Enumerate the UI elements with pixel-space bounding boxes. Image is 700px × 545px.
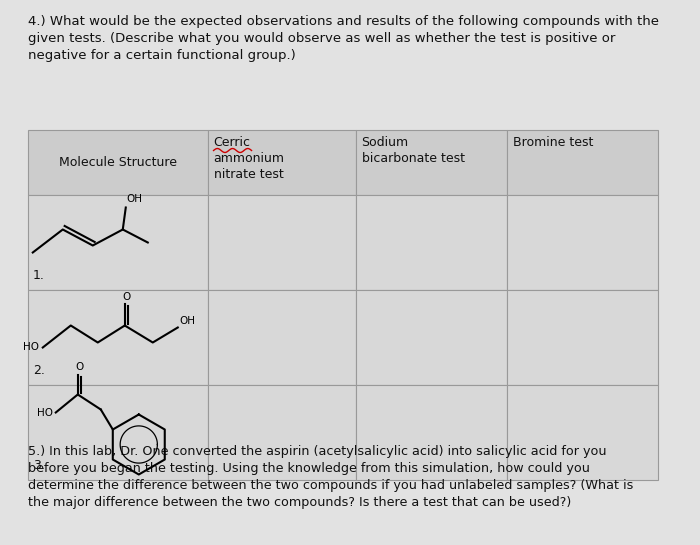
Text: HO: HO xyxy=(23,342,38,353)
Text: 2.: 2. xyxy=(33,364,45,377)
Bar xyxy=(207,385,356,480)
Bar xyxy=(207,290,356,385)
Bar xyxy=(356,385,507,480)
Text: O: O xyxy=(122,292,131,301)
Text: 4.) What would be the expected observations and results of the following compoun: 4.) What would be the expected observati… xyxy=(28,15,659,62)
Bar xyxy=(507,195,658,290)
Bar xyxy=(356,130,507,195)
Bar xyxy=(207,195,356,290)
Text: nitrate test: nitrate test xyxy=(214,168,284,181)
Text: OH: OH xyxy=(127,193,143,203)
Text: Bromine test: Bromine test xyxy=(513,136,593,149)
Bar xyxy=(28,195,207,290)
Text: 3.: 3. xyxy=(33,459,45,472)
Bar xyxy=(28,290,207,385)
Bar xyxy=(356,290,507,385)
Text: O: O xyxy=(76,362,84,372)
Text: Cerric: Cerric xyxy=(214,136,251,149)
Text: Sodium: Sodium xyxy=(362,136,409,149)
Bar xyxy=(356,195,507,290)
Bar xyxy=(507,130,658,195)
Text: bicarbonate test: bicarbonate test xyxy=(362,152,465,165)
Text: HO: HO xyxy=(37,408,52,417)
Text: OH: OH xyxy=(180,316,196,325)
Bar xyxy=(507,290,658,385)
Text: ammonium: ammonium xyxy=(214,152,284,165)
Bar xyxy=(28,385,207,480)
Bar xyxy=(207,130,356,195)
Bar xyxy=(507,385,658,480)
Bar xyxy=(28,130,207,195)
Text: 1.: 1. xyxy=(33,269,45,282)
Text: 5.) In this lab, Dr. One converted the aspirin (acetylsalicylic acid) into salic: 5.) In this lab, Dr. One converted the a… xyxy=(28,445,634,509)
Text: Molecule Structure: Molecule Structure xyxy=(59,156,177,169)
